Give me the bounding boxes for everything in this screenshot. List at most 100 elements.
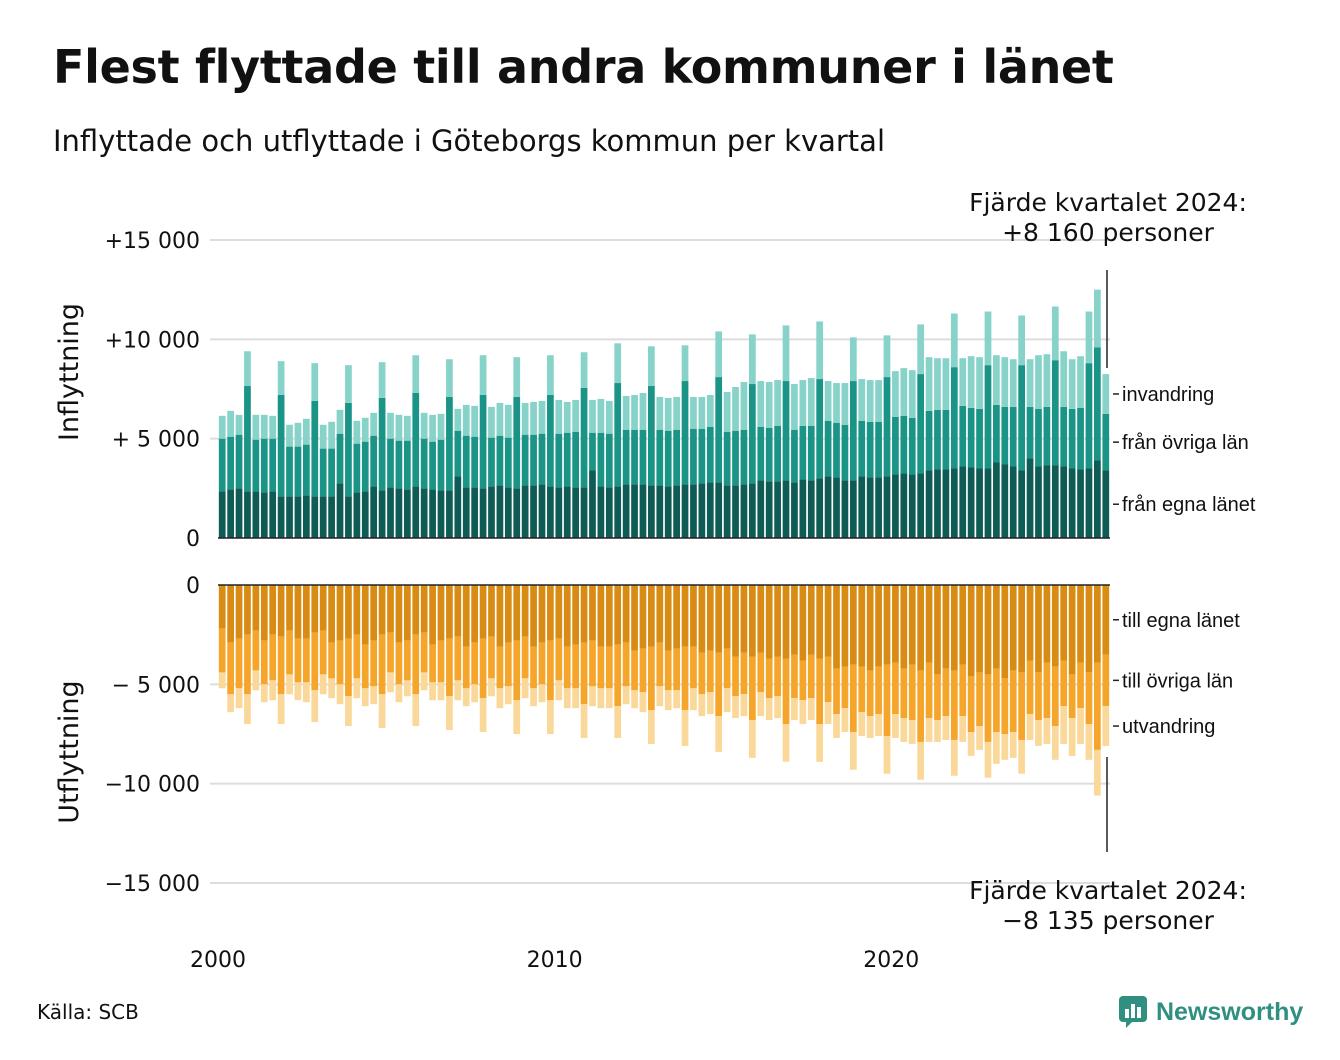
bar-in-3 [984, 311, 992, 366]
ytick-label-out: −15 000 [105, 872, 200, 897]
bar-in-2 [572, 431, 580, 488]
bar-out-1 [1085, 585, 1093, 673]
bar-out-3 [614, 706, 622, 738]
bar-out-1 [925, 585, 933, 663]
bar-out-2 [446, 638, 453, 697]
bar-in-1 [639, 484, 647, 538]
bar-in-1 [841, 480, 849, 538]
bar-out-3 [858, 712, 866, 736]
bar-in-1 [218, 491, 226, 538]
bar-in-1 [429, 489, 436, 538]
bar-out-3 [1051, 726, 1059, 760]
bar-out-1 [824, 585, 832, 657]
bar-out-2 [648, 646, 655, 711]
bar-out-1 [319, 585, 327, 631]
bar-in-2 [791, 429, 798, 483]
bar-out-3 [597, 688, 605, 709]
bar-in-1 [799, 479, 807, 538]
bar-out-1 [454, 585, 462, 637]
bar-in-1 [1009, 466, 1017, 538]
bar-out-2 [378, 634, 386, 695]
bar-out-3 [446, 696, 453, 731]
bar-in-3 [1102, 374, 1110, 414]
bar-in-3 [656, 396, 664, 430]
bar-in-1 [395, 488, 403, 538]
bar-out-2 [1102, 654, 1110, 707]
bar-out-3 [277, 694, 285, 725]
bar-out-1 [361, 585, 369, 645]
bar-out-3 [892, 714, 899, 738]
bar-out-3 [934, 720, 941, 742]
bar-in-2 [429, 441, 436, 490]
bar-in-2 [782, 381, 790, 481]
bar-in-2 [757, 426, 765, 481]
bar-in-3 [336, 409, 344, 434]
bar-in-1 [883, 476, 891, 538]
bar-out-2 [664, 650, 672, 691]
bar-out-1 [412, 585, 420, 635]
ytick-label-in: + 5 000 [112, 428, 200, 453]
bar-in-3 [488, 406, 495, 438]
bar-in-2 [446, 396, 453, 491]
bar-in-3 [967, 356, 975, 408]
bar-out-2 [479, 638, 487, 699]
bar-out-2 [1077, 662, 1084, 709]
bar-in-1 [420, 488, 428, 538]
bar-in-1 [1094, 460, 1101, 538]
bar-out-2 [614, 644, 622, 707]
bar-out-2 [412, 634, 420, 695]
bar-out-2 [1085, 672, 1093, 725]
bar-in-1 [622, 484, 630, 538]
bar-out-3 [950, 739, 958, 776]
bar-out-1 [538, 585, 546, 643]
bar-in-1 [917, 473, 925, 538]
bar-out-3 [1018, 739, 1026, 774]
bar-in-3 [218, 415, 226, 439]
bar-in-3 [841, 383, 849, 425]
bar-out-2 [774, 656, 781, 697]
bar-out-1 [858, 585, 866, 667]
bar-in-3 [900, 368, 908, 416]
bar-in-3 [648, 346, 655, 387]
bar-in-1 [605, 487, 613, 538]
legend-label-out: till övriga län [1122, 670, 1233, 692]
bar-out-3 [420, 672, 428, 691]
bar-out-3 [235, 688, 243, 709]
bar-in-2 [345, 402, 352, 497]
bar-out-1 [807, 585, 815, 655]
bar-in-2 [1060, 406, 1068, 467]
bar-out-1 [462, 585, 470, 647]
bar-out-3 [370, 686, 378, 705]
bar-out-3 [311, 690, 319, 723]
bar-in-3 [1026, 359, 1034, 407]
bar-out-1 [1068, 585, 1076, 675]
bar-out-3 [740, 694, 748, 717]
bar-out-1 [723, 585, 731, 649]
bar-in-1 [403, 489, 411, 538]
bar-in-2 [748, 384, 756, 484]
bar-out-2 [572, 644, 580, 689]
bar-in-1 [563, 486, 571, 538]
bar-in-3 [378, 362, 386, 398]
bar-out-1 [572, 585, 580, 645]
bar-in-3 [732, 387, 739, 431]
bar-in-2 [1043, 406, 1051, 466]
bar-in-2 [1102, 413, 1110, 471]
bar-out-2 [824, 656, 832, 703]
bar-out-3 [757, 692, 765, 717]
bar-in-3 [538, 400, 546, 434]
annotation-inflow-title: Fjärde kvartalet 2024: [969, 188, 1247, 217]
bar-in-1 [1001, 464, 1009, 538]
bar-out-3 [1001, 734, 1009, 760]
bar-in-1 [269, 491, 277, 538]
bar-out-2 [429, 644, 436, 683]
bar-in-3 [395, 414, 403, 441]
bar-out-3 [218, 672, 226, 689]
bar-in-2 [732, 430, 739, 486]
bar-out-1 [504, 585, 512, 643]
bar-out-3 [849, 732, 857, 770]
bar-out-1 [740, 585, 748, 653]
bar-out-3 [791, 698, 798, 721]
bar-in-2 [942, 409, 950, 470]
bar-in-2 [437, 439, 445, 491]
